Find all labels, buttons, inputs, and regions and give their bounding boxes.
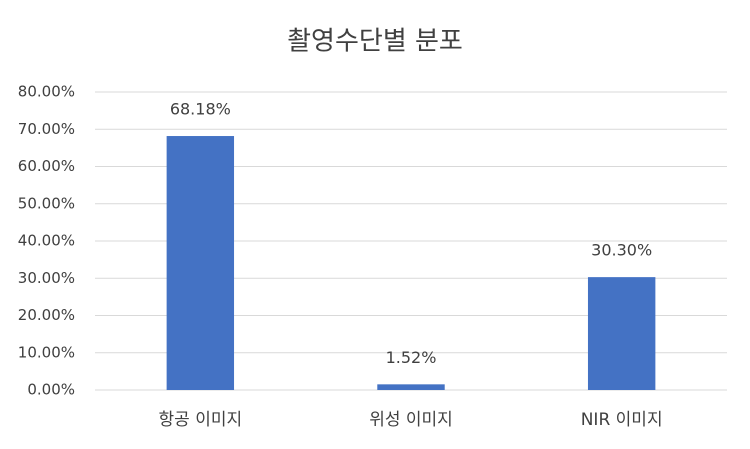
- x-tick-label: 항공 이미지: [159, 410, 243, 430]
- y-tick-label: 70.00%: [18, 120, 75, 138]
- y-tick-label: 40.00%: [18, 232, 75, 250]
- x-tick-label: NIR 이미지: [581, 410, 663, 430]
- data-label: 68.18%: [170, 100, 231, 119]
- bar: [587, 277, 656, 390]
- y-tick-label: 10.00%: [18, 343, 75, 361]
- y-tick-label: 80.00%: [18, 83, 75, 101]
- data-label: 1.52%: [386, 348, 437, 367]
- y-tick-label: 50.00%: [18, 194, 75, 212]
- y-tick-label: 20.00%: [18, 306, 75, 324]
- y-tick-label: 60.00%: [18, 157, 75, 175]
- bar: [377, 384, 445, 390]
- data-label: 30.30%: [591, 241, 652, 260]
- chart-title: 촬영수단별 분포: [287, 27, 463, 57]
- x-tick-label: 위성 이미지: [369, 410, 453, 430]
- y-tick-label: 0.00%: [27, 381, 75, 399]
- bar: [166, 136, 235, 390]
- y-tick-label: 30.00%: [18, 269, 75, 287]
